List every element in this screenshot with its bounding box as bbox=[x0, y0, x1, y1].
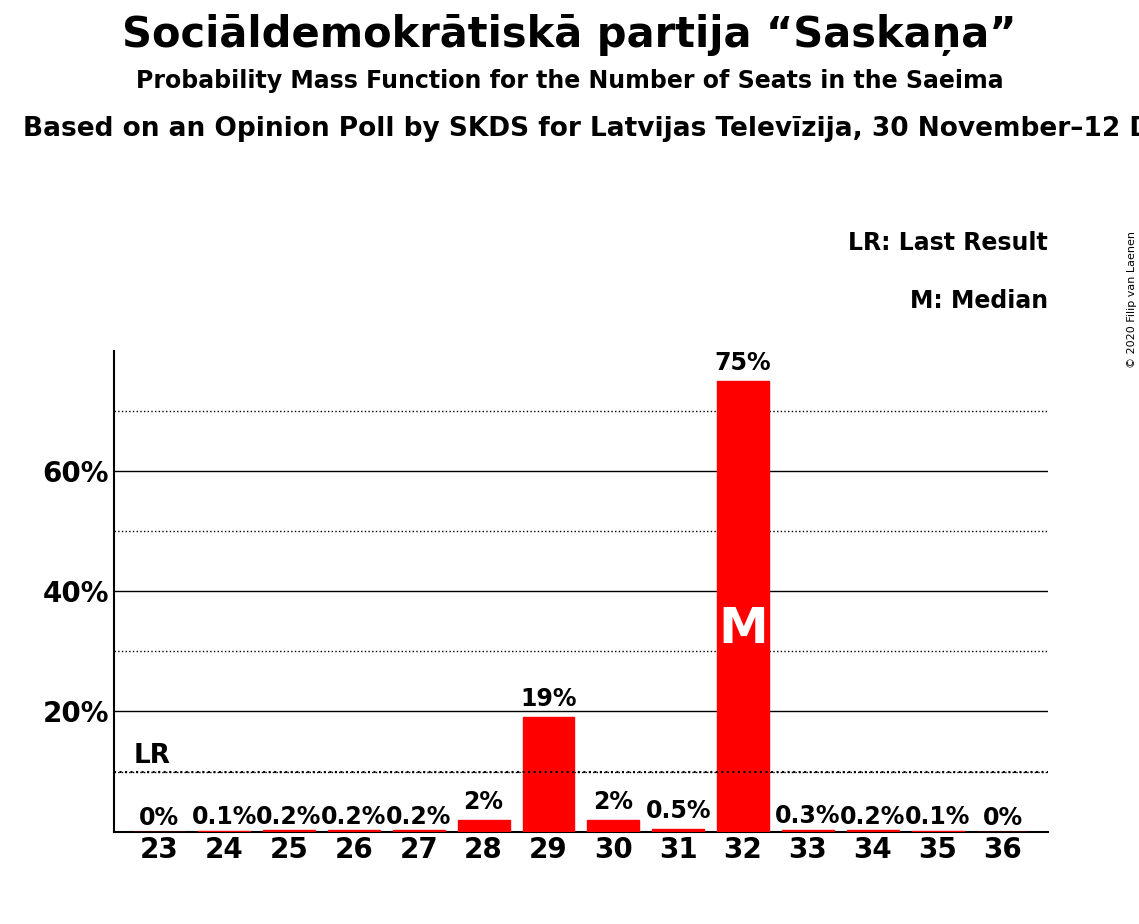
Text: LR: Last Result: LR: Last Result bbox=[849, 231, 1048, 255]
Text: 75%: 75% bbox=[715, 351, 771, 375]
Text: 0.1%: 0.1% bbox=[191, 805, 257, 829]
Bar bbox=[263, 831, 316, 832]
Text: 0.2%: 0.2% bbox=[321, 805, 386, 829]
Text: M: Median: M: Median bbox=[910, 288, 1048, 312]
Text: 0.2%: 0.2% bbox=[256, 805, 321, 829]
Bar bbox=[782, 830, 834, 832]
Text: Probability Mass Function for the Number of Seats in the Saeima: Probability Mass Function for the Number… bbox=[136, 69, 1003, 93]
Text: Sociāldemokrātiskā partija “Saskaņa”: Sociāldemokrātiskā partija “Saskaņa” bbox=[122, 14, 1017, 55]
Text: M: M bbox=[719, 605, 768, 653]
Bar bbox=[458, 820, 509, 832]
Text: © 2020 Filip van Laenen: © 2020 Filip van Laenen bbox=[1126, 231, 1137, 368]
Bar bbox=[523, 717, 574, 832]
Text: 0%: 0% bbox=[139, 806, 179, 830]
Bar bbox=[328, 831, 379, 832]
Text: 2%: 2% bbox=[593, 790, 633, 813]
Bar bbox=[653, 829, 704, 832]
Text: 2%: 2% bbox=[464, 790, 503, 813]
Text: 0.2%: 0.2% bbox=[841, 805, 906, 829]
Text: 0.1%: 0.1% bbox=[904, 805, 970, 829]
Bar bbox=[393, 831, 444, 832]
Text: 0.5%: 0.5% bbox=[646, 798, 711, 822]
Bar bbox=[588, 820, 639, 832]
Text: 0.2%: 0.2% bbox=[386, 805, 451, 829]
Text: Based on an Opinion Poll by SKDS for Latvijas Televīzija, 30 November–12 Decembe: Based on an Opinion Poll by SKDS for Lat… bbox=[23, 116, 1139, 141]
Text: 19%: 19% bbox=[521, 687, 576, 711]
Text: 0%: 0% bbox=[983, 806, 1023, 830]
Text: LR: LR bbox=[133, 743, 171, 769]
Bar bbox=[846, 831, 899, 832]
Bar bbox=[718, 381, 769, 832]
Text: 0.3%: 0.3% bbox=[776, 804, 841, 828]
